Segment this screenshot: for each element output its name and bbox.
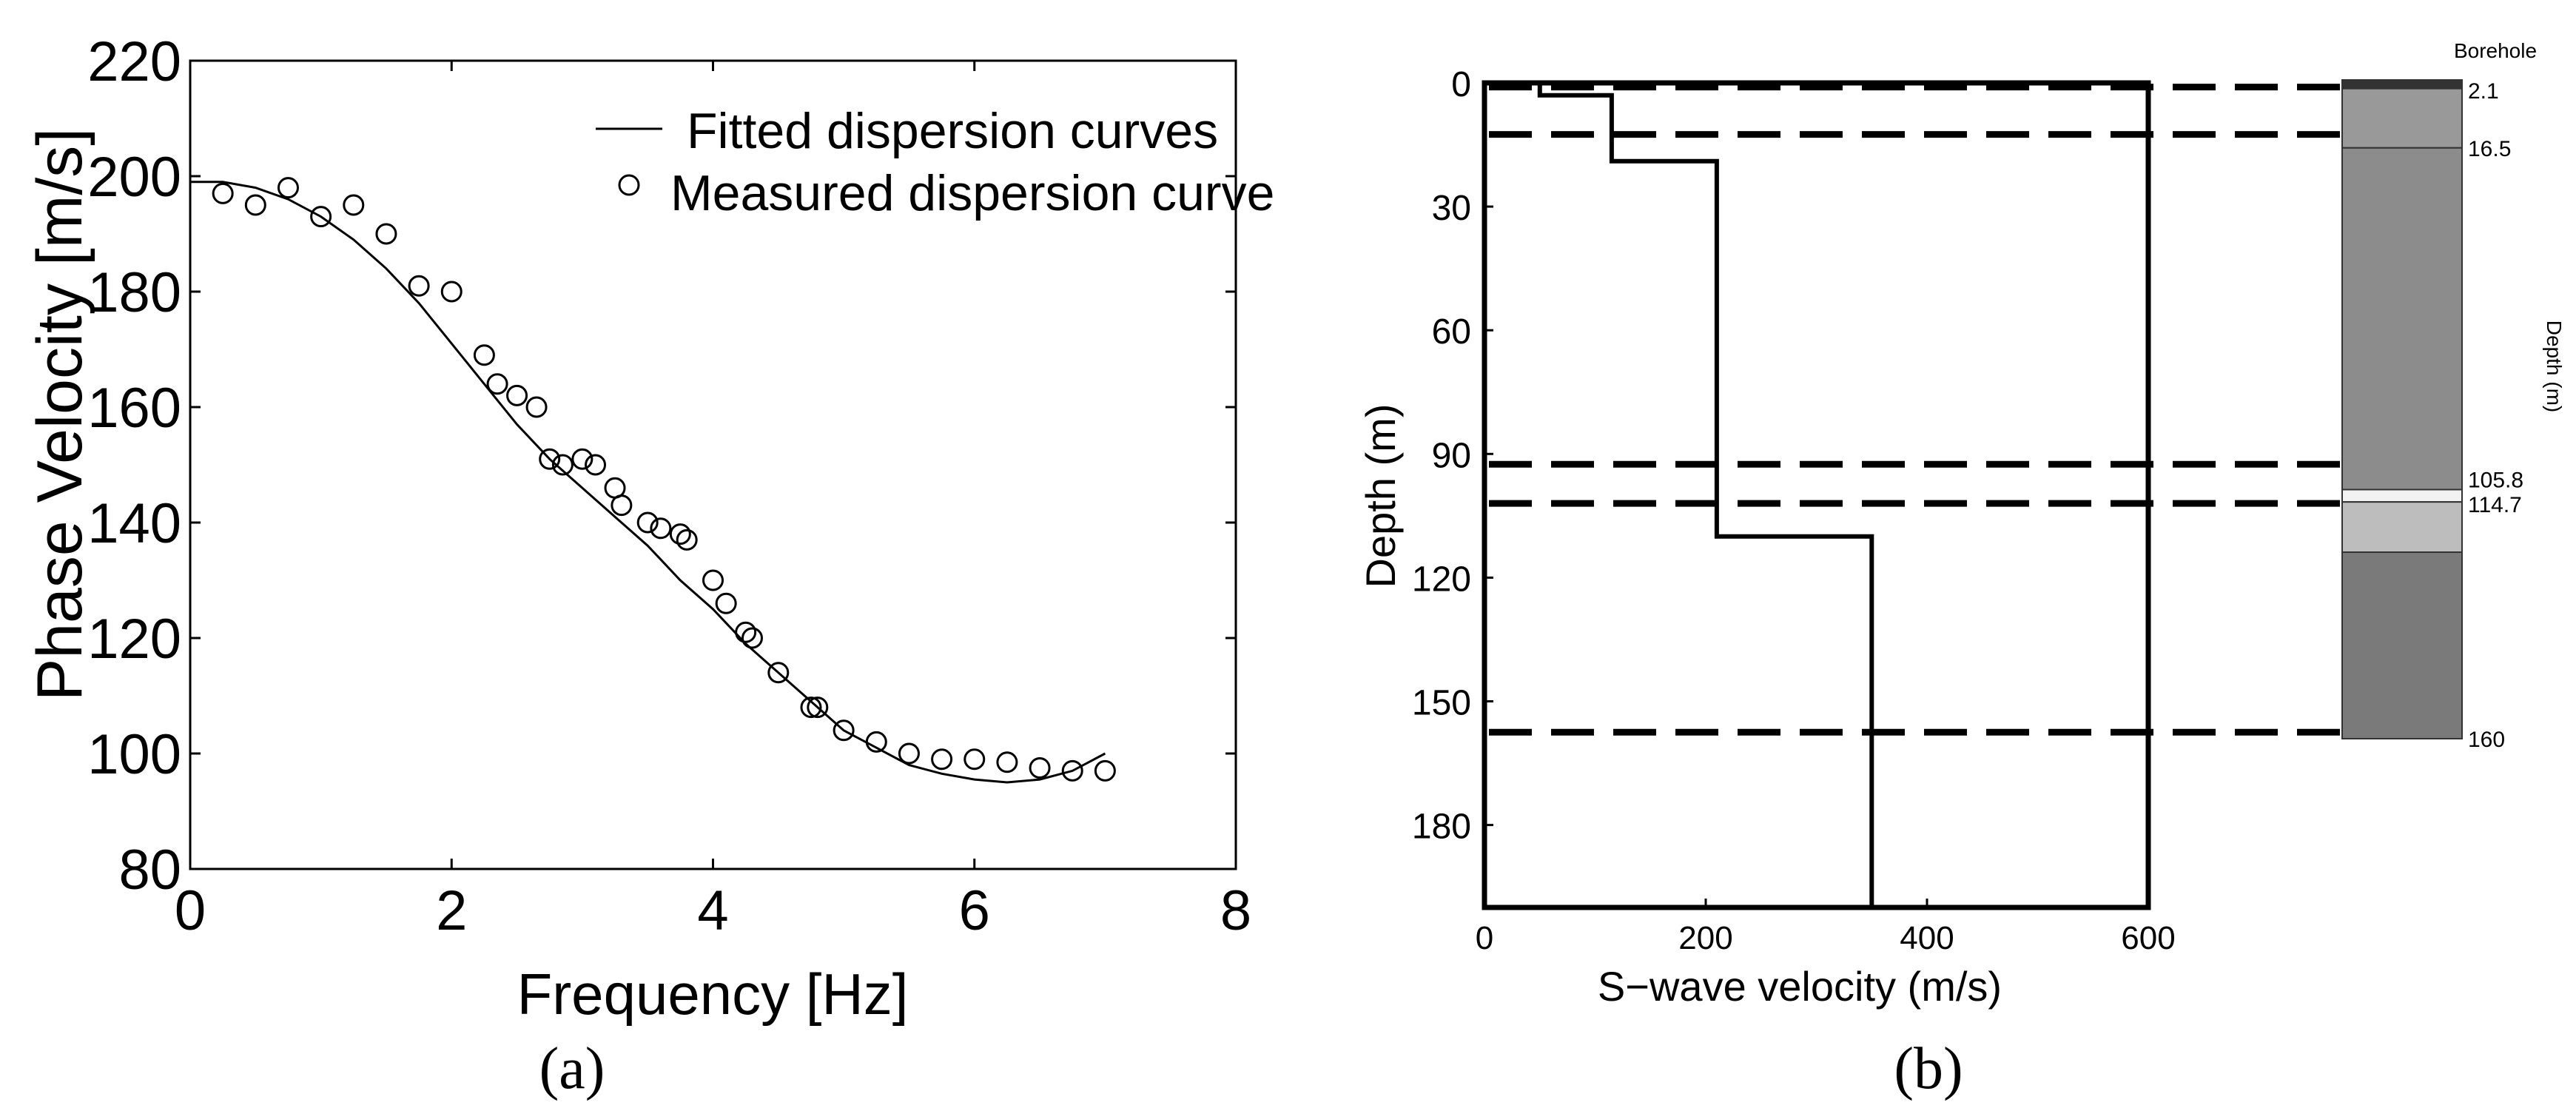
x-tick-label: 0 xyxy=(175,879,206,942)
measured-point xyxy=(473,344,495,366)
legend-label-fitted: Fitted dispersion curves xyxy=(687,103,1218,159)
velocity-tick-label: 600 xyxy=(2121,920,2175,956)
depth-tick-label: 30 xyxy=(1432,189,1471,228)
depth-tick-label: 90 xyxy=(1432,436,1471,475)
x-axis-label-a: Frequency [Hz] xyxy=(517,961,909,1027)
y-tick-label: 100 xyxy=(87,723,181,786)
y-axis-label-b: Depth (m) xyxy=(1357,404,1404,588)
borehole-depth-value: 160 xyxy=(2468,728,2505,752)
measured-point xyxy=(898,742,920,765)
y-tick-label: 180 xyxy=(87,261,181,324)
depth-tick-label: 180 xyxy=(1412,808,1471,847)
measured-point xyxy=(1029,757,1051,779)
measured-point xyxy=(735,621,757,643)
borehole-layer xyxy=(2341,501,2463,554)
borehole-layer xyxy=(2341,551,2463,739)
measured-point xyxy=(800,697,822,719)
depth-tick-label: 120 xyxy=(1412,560,1471,599)
measured-point xyxy=(375,223,397,245)
measured-point xyxy=(676,528,698,551)
y-tick-label: 80 xyxy=(118,839,181,902)
measured-point xyxy=(669,523,691,546)
x-tick-label: 6 xyxy=(959,879,990,942)
measured-point xyxy=(408,275,430,297)
borehole-depth-value: 105.8 xyxy=(2468,469,2523,493)
borehole-depth-value: 2.1 xyxy=(2468,79,2499,104)
measured-point xyxy=(244,194,266,216)
panel-a: 80 100 120 140 160 180 200 220 0 2 4 6 8 Fitted dis… xyxy=(24,30,1274,1101)
measured-point xyxy=(1094,759,1116,782)
measured-point xyxy=(741,627,763,649)
legend: Fitted dispersion curves Measured disper… xyxy=(596,103,1274,221)
y-tick-label: 200 xyxy=(87,146,181,209)
panel-b: 0 30 60 90 120 150 180 0 200 400 600 2.1 16.5 105.8… xyxy=(1357,39,2566,1101)
measured-point xyxy=(551,454,574,476)
borehole-layer xyxy=(2341,489,2463,503)
measured-point xyxy=(865,731,887,753)
velocity-tick-label: 0 xyxy=(1476,920,1493,956)
measured-point xyxy=(996,751,1018,773)
borehole-depth-value: 16.5 xyxy=(2468,137,2511,161)
measured-point xyxy=(715,592,737,614)
fitted-curve-line xyxy=(190,181,1106,784)
borehole-layer xyxy=(2341,87,2463,149)
y-tick-label: 140 xyxy=(87,492,181,555)
measured-point xyxy=(571,448,593,470)
measured-point xyxy=(440,281,463,303)
y-tick-label: 120 xyxy=(87,608,181,671)
panel-label-b: (b) xyxy=(1894,1036,1963,1101)
measured-point xyxy=(636,511,659,534)
measured-point xyxy=(1061,759,1083,782)
measured-point xyxy=(833,719,855,742)
measured-point xyxy=(702,569,724,591)
borehole-layer xyxy=(2341,79,2463,90)
measured-point xyxy=(310,206,332,228)
measured-point xyxy=(343,194,365,216)
depth-tick-label: 0 xyxy=(1451,65,1471,104)
depth-tick-label: 150 xyxy=(1412,684,1471,723)
measured-point xyxy=(964,748,986,771)
legend-label-measured: Measured dispersion curve xyxy=(670,165,1274,221)
measured-point xyxy=(807,697,829,719)
measured-point xyxy=(486,373,508,395)
panel-label-a: (a) xyxy=(539,1036,605,1101)
borehole-depth-label: Depth (m) xyxy=(2543,320,2566,412)
measured-point xyxy=(525,396,548,418)
measured-point xyxy=(767,662,790,684)
borehole-depth-value: 114.7 xyxy=(2468,493,2522,517)
vs-profile-line xyxy=(1484,81,1874,907)
x-tick-label: 2 xyxy=(436,879,467,942)
measured-point xyxy=(506,384,528,406)
borehole-layer xyxy=(2341,147,2463,491)
x-tick-label: 8 xyxy=(1220,879,1251,942)
measured-point xyxy=(585,454,607,476)
measured-point xyxy=(212,182,234,204)
velocity-tick-label: 200 xyxy=(1678,920,1732,956)
x-tick-label: 4 xyxy=(697,879,728,942)
plot-b-frame xyxy=(1482,80,2151,910)
measured-point xyxy=(931,748,953,771)
y-axis-label-a: Phase Velocity [m/s] xyxy=(24,128,95,701)
x-axis-label-b: S−wave velocity (m/s) xyxy=(1598,963,2002,1010)
borehole-title: Borehole xyxy=(2454,39,2537,62)
measured-point xyxy=(277,177,299,199)
velocity-tick-label: 400 xyxy=(1900,920,1954,956)
y-tick-label: 220 xyxy=(87,30,181,93)
depth-tick-label: 60 xyxy=(1432,312,1471,352)
legend-circle-marker xyxy=(618,174,640,196)
measured-point xyxy=(611,494,633,517)
measured-point xyxy=(539,448,561,470)
measured-point xyxy=(650,517,672,540)
y-tick-label: 160 xyxy=(87,377,181,440)
